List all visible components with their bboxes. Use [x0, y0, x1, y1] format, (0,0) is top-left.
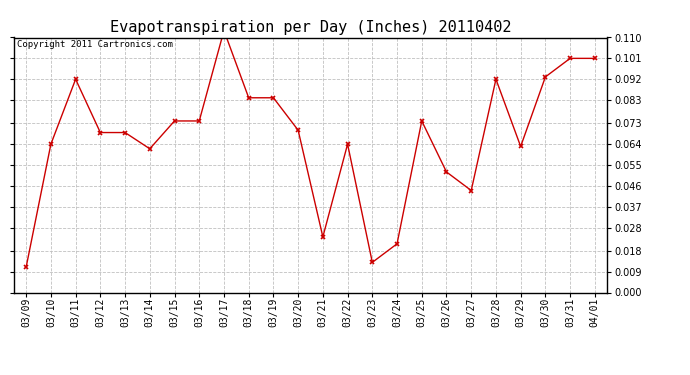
Title: Evapotranspiration per Day (Inches) 20110402: Evapotranspiration per Day (Inches) 2011… [110, 20, 511, 35]
Text: Copyright 2011 Cartronics.com: Copyright 2011 Cartronics.com [17, 40, 172, 49]
